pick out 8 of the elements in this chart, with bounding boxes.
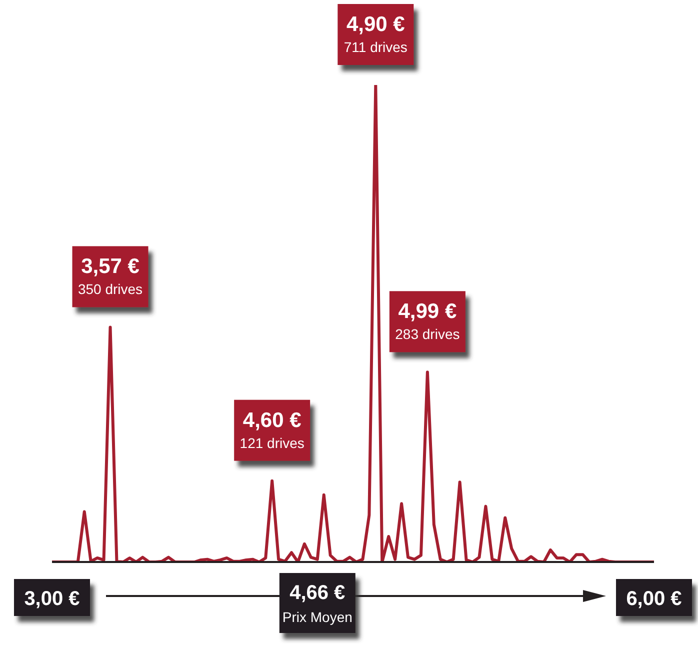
x-tick-label: 4,66 € xyxy=(290,582,346,604)
data-label: 4,60 € 121 drives xyxy=(240,408,304,451)
x-tick-label: 6,00 € xyxy=(626,588,682,610)
text: Prix Moyen xyxy=(282,609,352,625)
x-tick-label: 3,00 € xyxy=(24,588,80,610)
data-label: 3,57 € 350 drives xyxy=(78,255,143,298)
data-label: 4,90 € 711 drives xyxy=(344,13,408,55)
data-label: 4,99 € 283 drives xyxy=(395,300,460,342)
